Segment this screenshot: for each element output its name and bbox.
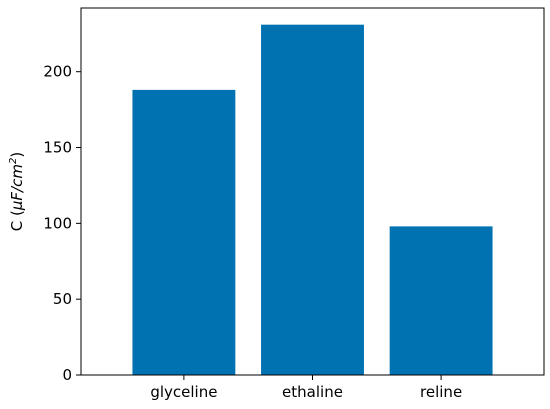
bars-group: [132, 24, 493, 375]
y-axis-label-prefix: C (: [8, 210, 26, 231]
y-axis-label-exponent: 2: [8, 158, 19, 164]
bar-ethaline: [261, 24, 364, 375]
bar-glyceline: [132, 89, 236, 375]
y-tick-label-200: 200: [43, 63, 72, 81]
y-axis-label: C (μF/cm2): [8, 152, 26, 231]
y-tick-label-150: 150: [43, 139, 72, 157]
y-tick-label-50: 50: [53, 290, 72, 308]
x-tick-label-reline: reline: [420, 383, 462, 401]
x-tick-label-ethaline: ethaline: [282, 383, 343, 401]
y-tick-label-100: 100: [43, 214, 72, 232]
y-tick-label-0: 0: [62, 366, 72, 384]
y-axis-label-unit: μF/cm: [8, 164, 26, 211]
y-axis-label-suffix: ): [8, 152, 26, 158]
y-axis-ticks: 0 50 100 150 200: [43, 63, 81, 384]
x-axis-ticks: glyceline ethaline reline: [150, 375, 462, 401]
x-tick-label-glyceline: glyceline: [150, 383, 217, 401]
plot-frame: [80, 7, 545, 376]
bar-reline: [389, 226, 493, 375]
